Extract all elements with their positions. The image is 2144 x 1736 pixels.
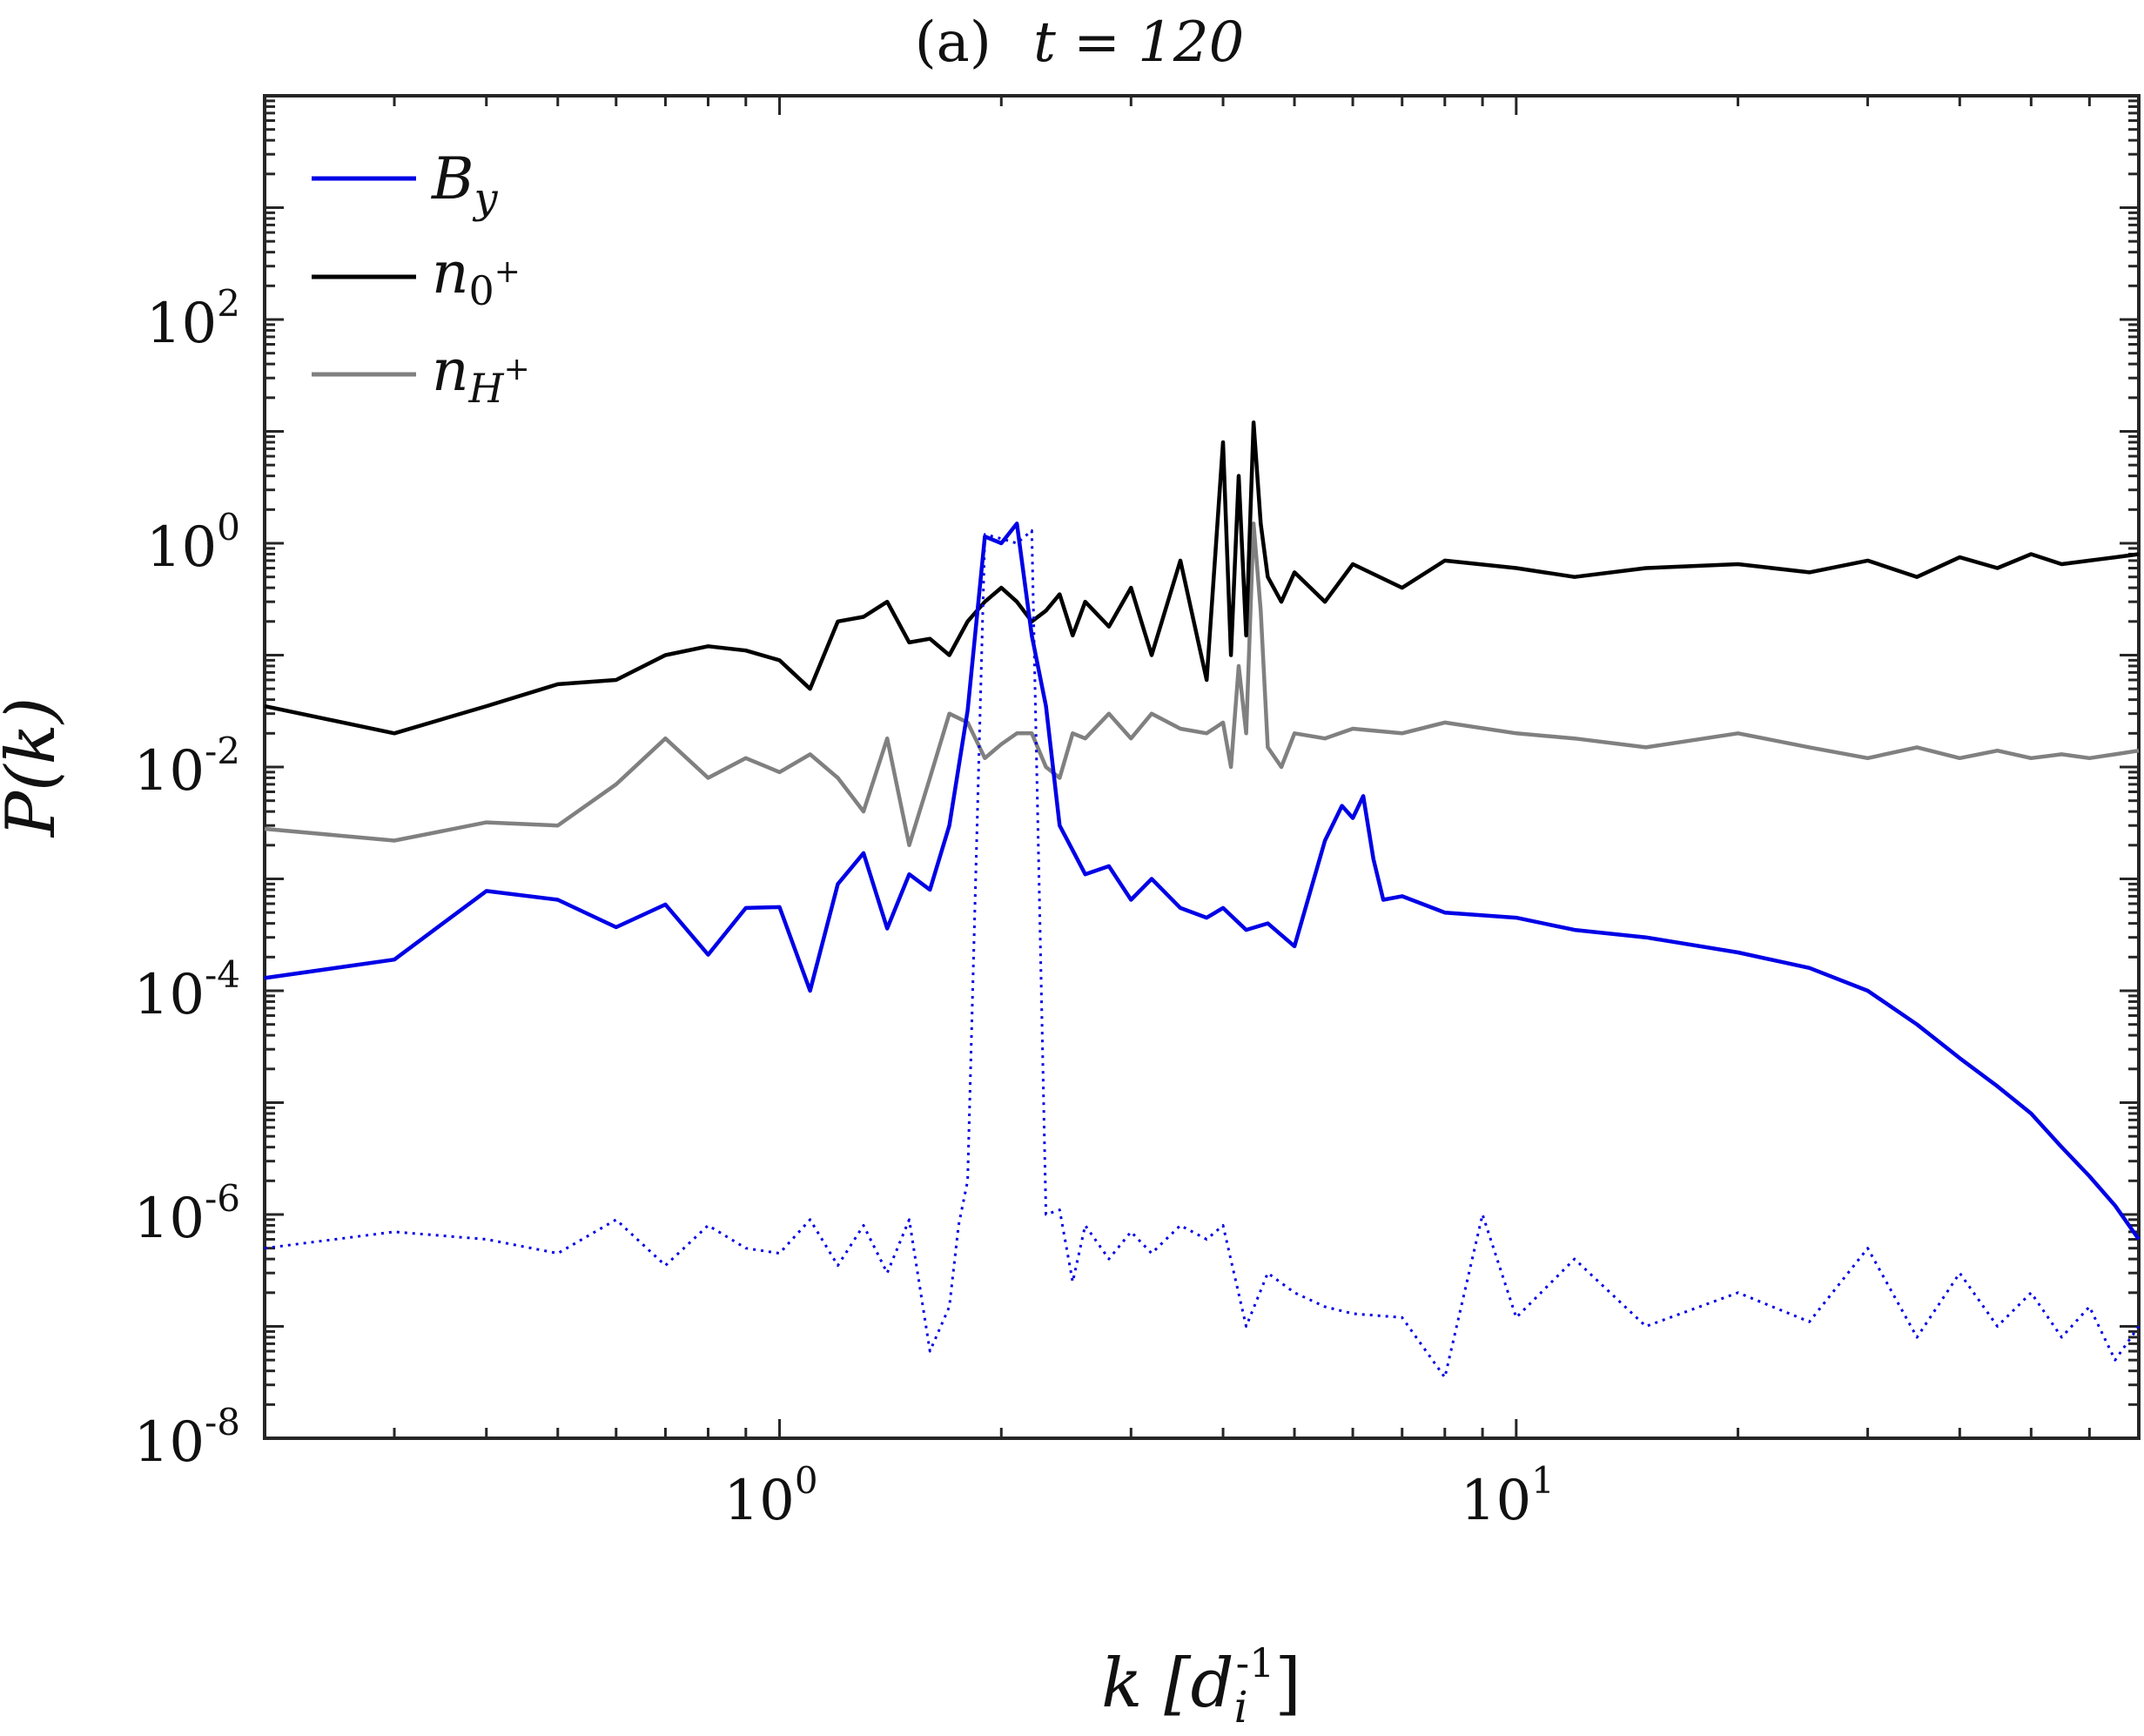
y-tick-label-4: 100	[146, 506, 240, 580]
series-By_dotted	[264, 528, 2141, 1379]
chart-title-math: t = 120	[1033, 10, 1244, 75]
legend-label-By: By	[431, 145, 499, 223]
series-By	[264, 521, 2141, 1241]
chart-title: (a) t = 120	[915, 10, 1245, 75]
x-tick-label-1: 101	[1461, 1459, 1555, 1533]
series-line-By	[264, 521, 2141, 1241]
series-line-By_dotted	[264, 528, 2141, 1379]
y-tick-label-1: 10-6	[134, 1177, 240, 1251]
legend-label-n0: n0+	[432, 239, 521, 314]
y-tick-label-2: 10-4	[134, 953, 240, 1027]
tick-labels-layer: 100 101 10-8 10-6 10-4 10-2 100 102	[134, 282, 1555, 1533]
plot-area	[263, 94, 2141, 1440]
ticks-layer	[263, 96, 2141, 1440]
series-line-nH	[264, 521, 2140, 848]
chart-title-prefix: (a)	[915, 10, 991, 75]
y-axis-title: P(k)	[0, 697, 71, 839]
y-tick-label-3: 10-2	[134, 730, 240, 804]
series-line-n0	[264, 421, 2140, 736]
x-tick-label-0: 100	[723, 1459, 817, 1533]
series-layer	[264, 421, 2141, 1379]
y-tick-label-0: 10-8	[134, 1401, 240, 1475]
y-tick-label-5: 102	[146, 282, 240, 356]
legend-label-nH: nH+	[432, 337, 530, 412]
x-axis-title: k [di-1]	[1101, 1639, 1301, 1732]
series-n0	[264, 421, 2140, 736]
legend: By n0+ nH+	[312, 145, 530, 412]
series-nH	[264, 521, 2140, 848]
